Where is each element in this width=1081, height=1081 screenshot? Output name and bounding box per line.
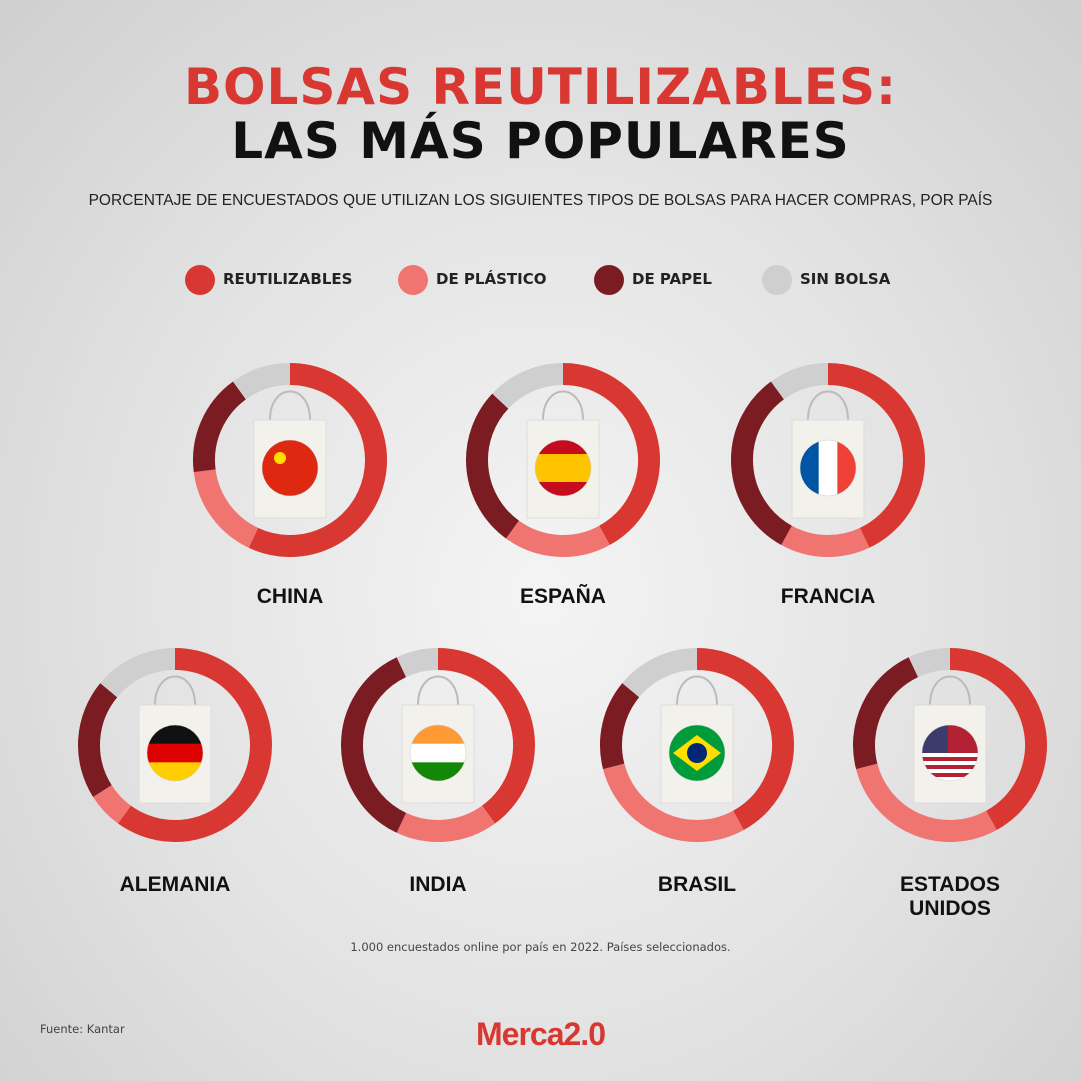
- donut-segment: [232, 363, 291, 400]
- donut-segment: [93, 784, 132, 824]
- flag-shape: [274, 452, 286, 464]
- donut-segment: [600, 683, 640, 770]
- legend-swatch: [762, 265, 792, 295]
- donut-segment: [396, 805, 496, 842]
- country-label: CHINA: [256, 585, 324, 608]
- country-label: ESPAÑA: [520, 585, 606, 608]
- flag-band: [922, 773, 978, 777]
- donut-segment: [603, 763, 744, 842]
- legend-swatch: [594, 265, 624, 295]
- donut-segment: [118, 648, 272, 842]
- flag-band: [147, 762, 203, 781]
- flag-band: [410, 762, 466, 781]
- flag: [799, 439, 857, 497]
- legend-label: DE PLÁSTICO: [436, 270, 547, 288]
- donut-segment: [853, 657, 919, 770]
- legend-swatch: [185, 265, 215, 295]
- donut-segment: [193, 381, 247, 473]
- flag-band: [818, 440, 838, 496]
- donut-segment: [949, 648, 1047, 830]
- flag-outline: [799, 439, 857, 497]
- logo: Merca2.0: [476, 1016, 606, 1052]
- donut-segment: [100, 648, 176, 698]
- flag-base: [262, 440, 318, 496]
- bag-handle: [542, 390, 584, 421]
- flag-band: [800, 440, 820, 496]
- flag: [668, 724, 726, 782]
- country-label: BRASIL: [657, 873, 737, 896]
- flag-band: [147, 725, 203, 745]
- subtitle: PORCENTAJE DE ENCUESTADOS QUE UTILIZAN L…: [88, 192, 993, 209]
- flag-outline: [534, 439, 592, 497]
- donut-segment: [396, 648, 439, 678]
- flag-band: [837, 440, 856, 496]
- legend-label: REUTILIZABLES: [223, 270, 353, 288]
- donut-segment: [770, 363, 829, 400]
- donut-segment: [437, 648, 535, 824]
- flag-band: [922, 757, 978, 761]
- donut-segment: [856, 763, 997, 842]
- flag-outline: [409, 724, 467, 782]
- donut-segment: [193, 469, 259, 548]
- legend-swatch: [398, 265, 428, 295]
- title-line: LAS MÁS POPULARES: [231, 112, 850, 170]
- flag-band: [922, 741, 978, 745]
- donut-segment: [622, 648, 698, 698]
- flag-band: [147, 743, 203, 763]
- flag-band: [410, 725, 466, 745]
- flag: [921, 724, 979, 782]
- note: 1.000 encuestados online por país en 202…: [350, 940, 731, 954]
- flag-outline: [921, 724, 979, 782]
- flag-band: [410, 743, 466, 763]
- bag-handle: [929, 675, 971, 706]
- country-label: INDIA: [409, 873, 467, 896]
- donut-segment: [492, 363, 564, 409]
- country-label: ESTADOS UNIDOS: [900, 873, 1000, 920]
- flag: [146, 724, 204, 782]
- flag: [261, 439, 319, 497]
- flag-band: [922, 765, 978, 769]
- flag-band: [922, 733, 978, 737]
- donut-segment: [341, 657, 407, 833]
- country-label: ALEMANIA: [119, 873, 231, 896]
- flag-band: [535, 454, 591, 483]
- donut-segment: [562, 363, 660, 545]
- bag-handle: [269, 390, 311, 421]
- country-label: FRANCIA: [780, 585, 876, 608]
- donut-segment: [505, 520, 610, 557]
- donut-segment: [696, 648, 794, 830]
- donut-segment: [908, 648, 951, 678]
- legend-label: SIN BOLSA: [800, 270, 891, 288]
- flag-band: [922, 725, 978, 729]
- flag-outline: [668, 724, 726, 782]
- flag: [534, 439, 592, 497]
- donut-segment: [827, 363, 925, 548]
- donut-segment: [781, 525, 870, 557]
- legend-label: DE PAPEL: [632, 270, 712, 288]
- donut-segment: [248, 363, 387, 557]
- flag-outline: [261, 439, 319, 497]
- bag-handle: [417, 675, 459, 706]
- flag-shape: [687, 743, 707, 763]
- donut-segment: [731, 381, 793, 545]
- donut-segment: [466, 393, 520, 539]
- bag-handle: [807, 390, 849, 421]
- flag-band: [922, 749, 978, 753]
- bag-handle: [154, 675, 196, 706]
- source: Fuente: Kantar: [40, 1022, 125, 1036]
- flag-outline: [146, 724, 204, 782]
- donut-segment: [78, 683, 118, 797]
- bag-handle: [676, 675, 718, 706]
- title-line: BOLSAS REUTILIZABLES:: [183, 58, 898, 116]
- flag: [409, 724, 467, 782]
